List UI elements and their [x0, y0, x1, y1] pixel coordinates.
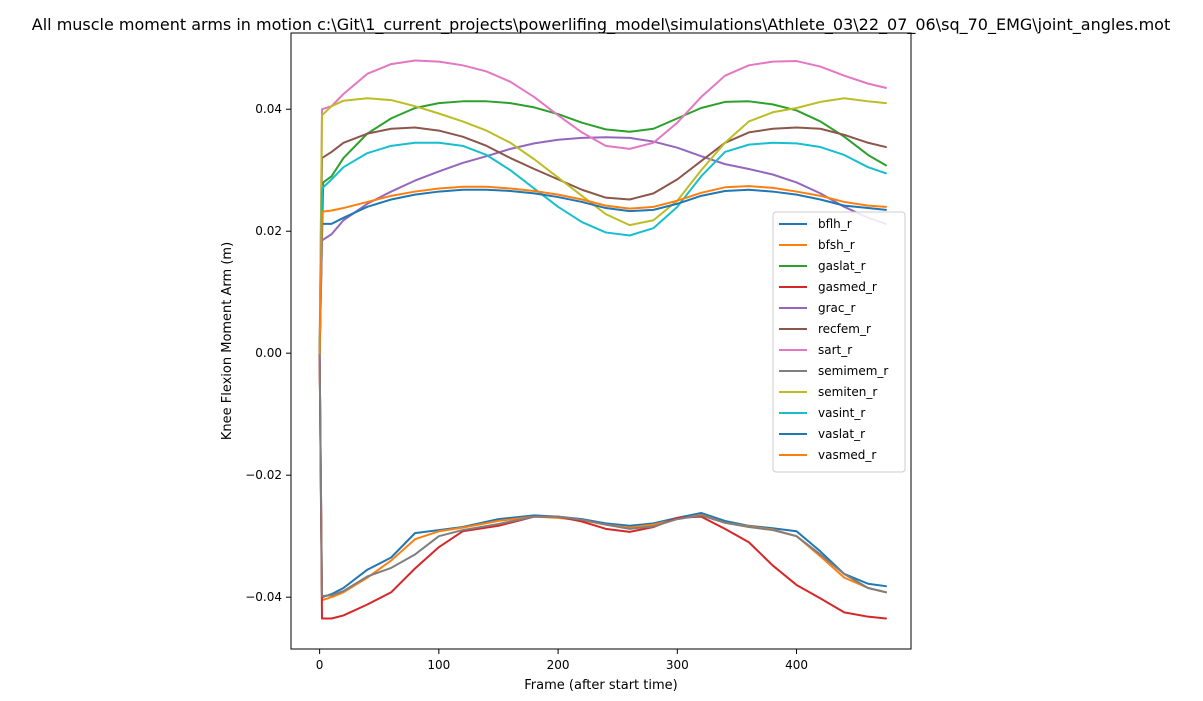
- legend-box: [772, 211, 906, 473]
- series-line-vasint_r: [318, 141, 887, 355]
- series-line-semimem_r: [318, 352, 887, 597]
- legend-label-sart_r: sart_r: [818, 343, 852, 357]
- x-axis-label: Frame (after start time): [524, 678, 677, 693]
- y-axis: −0.04 −0.02 0.00 0.02 0.04: [245, 102, 291, 604]
- y-tick-label: −0.04: [245, 590, 282, 604]
- legend: bflh_r bfsh_r gaslat_r gasmed_r grac_rrecfem…: [772, 211, 906, 473]
- chart-title: All muscle moment arms in motion c:\Git\…: [32, 15, 1170, 35]
- y-tick-label: 0.00: [255, 346, 282, 360]
- series-line-vaslat_r: [318, 188, 887, 355]
- legend-label-gaslat_r: gaslat_r: [818, 259, 866, 273]
- series-line-gasmed_r: [318, 352, 887, 620]
- legend-label-vaslat_r: vaslat_r: [818, 427, 865, 441]
- x-tick-label: 0: [316, 658, 324, 672]
- x-axis: 0 100 200 300 400: [316, 649, 808, 672]
- y-tick-label: −0.02: [245, 468, 282, 482]
- series-line-sart_r: [318, 59, 887, 355]
- legend-label-semiten_r: semiten_r: [818, 385, 877, 399]
- legend-label-recfem_r: recfem_r: [818, 322, 871, 336]
- y-tick-label: 0.04: [255, 102, 282, 116]
- series-line-gaslat_r: [318, 100, 887, 355]
- plot-lines: [318, 59, 887, 620]
- y-tick-label: 0.02: [255, 224, 282, 238]
- series-line-recfem_r: [318, 126, 887, 355]
- y-axis-label: Knee Flexion Moment Arm (m): [220, 242, 235, 440]
- legend-label-bflh_r: bflh_r: [818, 217, 852, 231]
- legend-label-bfsh_r: bfsh_r: [818, 238, 855, 252]
- x-tick-label: 300: [666, 658, 689, 672]
- plot-frame: [290, 32, 912, 650]
- series-line-vasmed_r: [318, 185, 887, 355]
- x-tick-label: 400: [785, 658, 808, 672]
- legend-label-vasmed_r: vasmed_r: [818, 448, 876, 462]
- legend-label-gasmed_r: gasmed_r: [818, 280, 877, 294]
- legend-label-grac_r: grac_r: [818, 301, 856, 315]
- series-line-semiten_r: [318, 97, 887, 355]
- legend-label-vasint_r: vasint_r: [818, 406, 865, 420]
- x-tick-label: 200: [547, 658, 570, 672]
- x-tick-label: 100: [427, 658, 450, 672]
- legend-label-semimem_r: semimem_r: [818, 364, 888, 378]
